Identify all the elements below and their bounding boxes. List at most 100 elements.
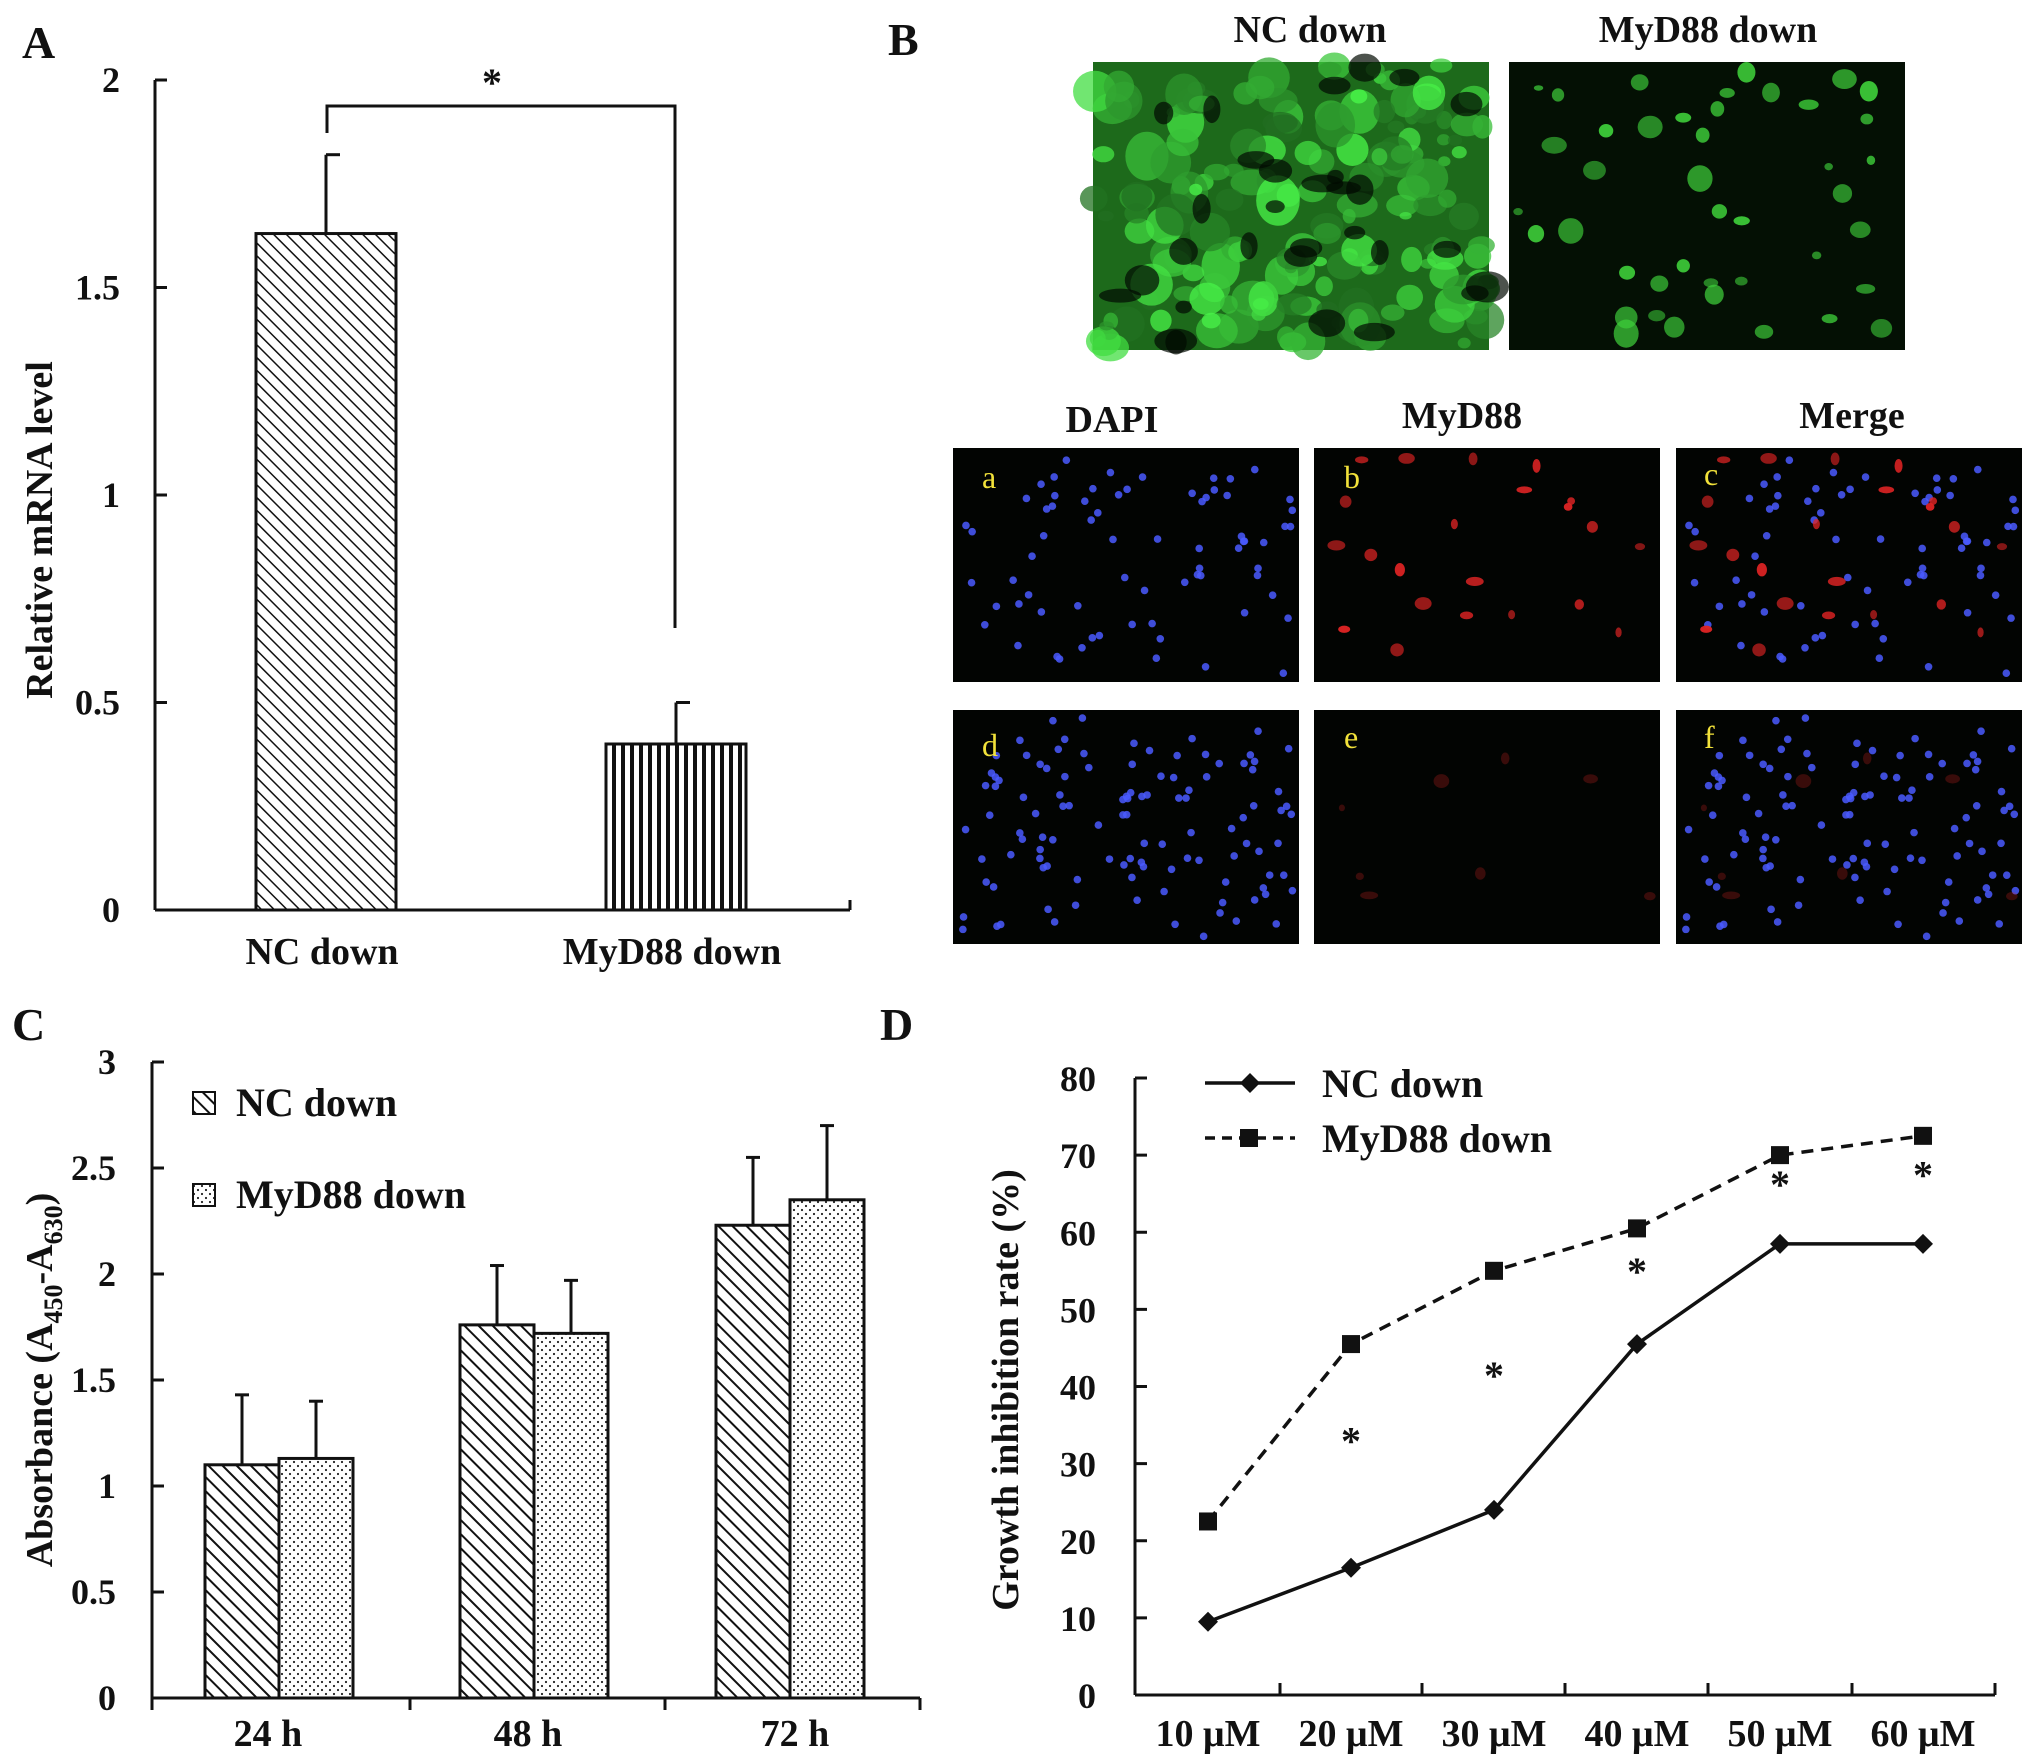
c-bar	[277, 1456, 355, 1700]
nucleus	[1073, 875, 1082, 884]
gfp-cell	[1798, 99, 1819, 110]
nucleus	[1284, 744, 1293, 753]
gfp-cell	[1390, 145, 1414, 164]
nucleus	[1953, 852, 1961, 860]
nucleus	[1883, 887, 1891, 896]
nucleus	[1991, 591, 2000, 599]
c-tick-label: 1.5	[71, 1360, 116, 1400]
myd88-signal	[1615, 627, 1622, 638]
nucleus	[1738, 600, 1746, 608]
gfp-cell	[1859, 81, 1878, 102]
d-tick-label: 10	[1060, 1599, 1096, 1639]
gfp-cell	[1513, 208, 1523, 216]
gfp-cell	[1451, 146, 1467, 159]
nucleus	[1832, 535, 1840, 544]
fluor-tile-myd88	[1314, 448, 1660, 682]
nucleus	[1218, 898, 1227, 907]
nucleus	[1960, 532, 1969, 541]
nucleus	[961, 825, 970, 834]
fluor-tile-myd88	[1314, 710, 1660, 944]
gfp-gap	[1433, 240, 1461, 258]
c-tick-label: 1	[98, 1466, 116, 1506]
nucleus	[2004, 522, 2012, 531]
myd88-signal	[1830, 452, 1840, 466]
b-label-dapi: DAPI	[1066, 399, 1159, 441]
d-significance-star: *	[1913, 1152, 1933, 1197]
nucleus	[1114, 490, 1123, 499]
nucleus	[1240, 608, 1249, 617]
nucleus	[1094, 509, 1102, 517]
d-legend-myd88: MyD88 down	[1322, 1116, 1552, 1161]
gfp-cell	[1447, 134, 1463, 146]
myd88-signal	[1821, 611, 1836, 620]
nucleus	[1797, 602, 1805, 610]
d-significance-star: *	[1341, 1418, 1361, 1463]
nucleus	[1157, 772, 1165, 781]
gfp-cell	[1619, 265, 1636, 280]
gfp-cell	[1527, 225, 1545, 243]
gfp-cell	[1704, 284, 1724, 305]
myd88-signal	[2006, 892, 2018, 901]
d-cat-label: 60 μM	[1871, 1713, 1976, 1755]
nucleus	[959, 925, 967, 934]
nucleus	[1682, 913, 1691, 921]
d-legend-marker-myd88	[1240, 1129, 1258, 1147]
myd88-signal	[1870, 610, 1878, 620]
nucleus	[1059, 802, 1067, 810]
gfp-cell	[1821, 314, 1838, 324]
gfp-cell	[1719, 88, 1735, 98]
nucleus	[1056, 791, 1064, 799]
nucleus	[1259, 884, 1268, 892]
nucleus	[1785, 456, 1794, 464]
nucleus	[1767, 905, 1775, 914]
d-legend-marker-nc	[1240, 1073, 1260, 1093]
nucleus	[1042, 505, 1051, 513]
myd88-signal	[1689, 540, 1708, 551]
gfp-cell	[1583, 160, 1606, 180]
chart-d: 0 10 20 30 40 50 60 70 80 10 μM 20 μM 30 μM 40 μM 50 …	[985, 1059, 1997, 1755]
nucleus	[1708, 811, 1717, 820]
gfp-cell	[1252, 298, 1269, 310]
gfp-cell	[1695, 127, 1710, 143]
nucleus	[1246, 751, 1255, 759]
nucleus	[1944, 878, 1953, 886]
nucleus	[981, 620, 989, 629]
d-tick-label: 40	[1060, 1368, 1096, 1408]
nucleus	[1087, 516, 1095, 524]
myd88-signal	[1717, 872, 1726, 881]
gfp-gap	[1318, 76, 1351, 95]
nucleus	[1701, 855, 1709, 863]
nucleus	[1924, 750, 1933, 759]
nucleus	[1773, 473, 1781, 481]
nucleus	[1863, 839, 1872, 848]
nucleus	[1054, 745, 1063, 754]
gfp-cell	[1245, 75, 1275, 100]
gfp-gap	[1240, 232, 1258, 260]
gfp-cell	[1733, 216, 1750, 226]
nucleus	[1187, 828, 1195, 837]
nucleus	[1849, 854, 1858, 863]
nucleus	[1933, 486, 1942, 494]
nucleus	[1984, 890, 1993, 899]
c-bar	[788, 1198, 866, 1700]
gfp-cell	[1457, 337, 1471, 349]
gfp-cell	[1092, 146, 1115, 163]
nucleus	[1745, 494, 1754, 503]
gfp-cell	[1405, 158, 1449, 199]
nucleus	[1772, 835, 1780, 844]
myd88-signal	[1338, 804, 1345, 812]
nucleus	[978, 855, 986, 863]
nucleus	[992, 602, 1001, 611]
gfp-gap	[1192, 193, 1211, 224]
gfp-cell	[1203, 163, 1230, 181]
gfp-gap	[1124, 265, 1160, 296]
nucleus	[962, 521, 970, 530]
gfp-cell	[1710, 101, 1725, 117]
nucleus	[1973, 896, 1982, 904]
nucleus	[1140, 839, 1149, 848]
myd88-signal	[1583, 774, 1598, 784]
d-cat-label: 50 μM	[1728, 1713, 1833, 1755]
myd88-signal	[1945, 774, 1960, 784]
nucleus	[1965, 839, 1974, 848]
myd88-signal	[1390, 643, 1404, 657]
